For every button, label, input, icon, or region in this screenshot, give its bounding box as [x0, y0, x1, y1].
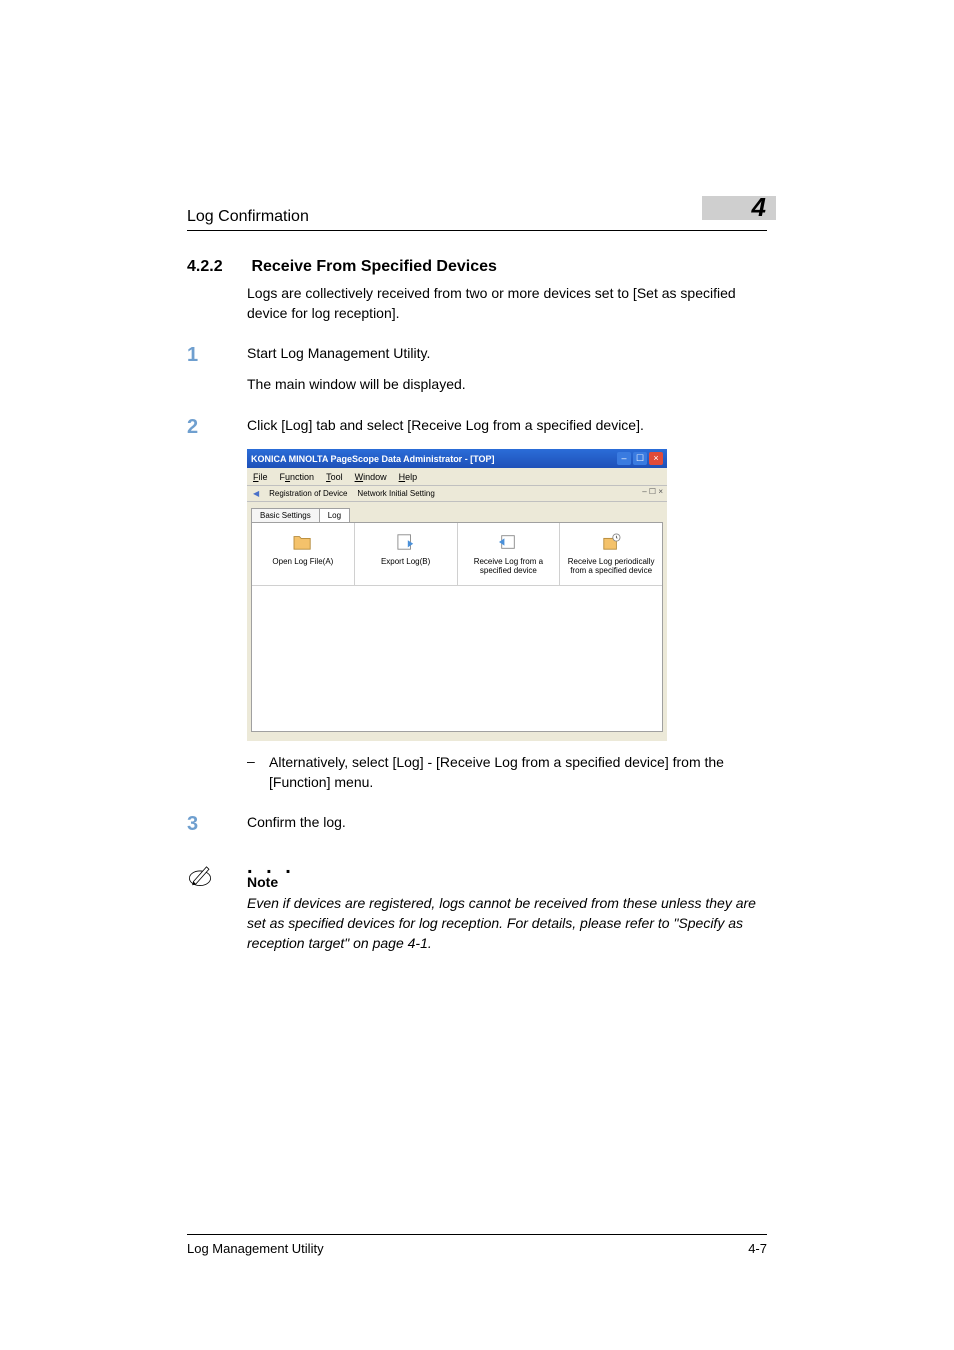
tile-export-log[interactable]: Export Log(B) — [355, 523, 458, 585]
note-pencil-icon — [187, 862, 213, 888]
minimize-button[interactable]: – — [617, 452, 631, 465]
footer-left: Log Management Utility — [187, 1241, 324, 1256]
tab-basic-settings[interactable]: Basic Settings — [251, 508, 320, 522]
note-body: . . . Note Even if devices are registere… — [247, 862, 767, 953]
tile-label: Export Log(B) — [381, 557, 430, 566]
section-heading: 4.2.2 Receive From Specified Devices — [187, 258, 767, 276]
tab-strip: Basic Settings Log — [251, 508, 663, 522]
tile-open-log[interactable]: Open Log File(A) — [252, 523, 355, 585]
step-2-text: Click [Log] tab and select [Receive Log … — [247, 415, 767, 437]
page-footer: Log Management Utility 4-7 — [187, 1234, 767, 1256]
menu-help[interactable]: Help — [399, 472, 418, 482]
tile-label: Receive Log periodically from a specifie… — [560, 557, 662, 575]
tab-pane: Open Log File(A) Export Log(B) Receive L… — [251, 522, 663, 732]
receive-icon — [497, 533, 519, 551]
step-1-sub: The main window will be displayed. — [247, 374, 767, 395]
menu-window[interactable]: Window — [355, 472, 387, 482]
note-icon-column — [187, 862, 247, 893]
receive-periodic-icon — [600, 533, 622, 551]
mdi-window-buttons[interactable]: – ☐ × — [642, 487, 663, 496]
app-screenshot: KONICA MINOLTA PageScope Data Administra… — [247, 449, 667, 739]
step-2: 2 Click [Log] tab and select [Receive Lo… — [187, 415, 767, 437]
footer-right: 4-7 — [748, 1241, 767, 1256]
section-title: Receive From Specified Devices — [251, 258, 496, 276]
window-titlebar: KONICA MINOLTA PageScope Data Administra… — [247, 449, 667, 468]
close-button[interactable]: × — [649, 452, 663, 465]
note-block: . . . Note Even if devices are registere… — [187, 862, 767, 953]
window-body: Basic Settings Log Open Log File(A) E — [247, 502, 667, 741]
content-area: 4.2.2 Receive From Specified Devices Log… — [187, 258, 767, 953]
page: 4 Log Confirmation 4.2.2 Receive From Sp… — [0, 0, 954, 1350]
toolbar-item-registration[interactable]: Registration of Device — [269, 489, 347, 498]
note-text: Even if devices are registered, logs can… — [247, 894, 767, 953]
tab-log[interactable]: Log — [319, 508, 350, 522]
note-dots: . . . — [247, 862, 767, 872]
window-buttons: – ☐ × — [617, 452, 663, 465]
tile-receive-log[interactable]: Receive Log from a specified device — [458, 523, 561, 585]
tile-receive-periodic[interactable]: Receive Log periodically from a specifie… — [560, 523, 662, 593]
step-2-alt: – Alternatively, select [Log] - [Receive… — [247, 753, 767, 792]
tile-row: Open Log File(A) Export Log(B) Receive L… — [252, 523, 662, 586]
running-head: Log Confirmation — [187, 208, 309, 226]
step-number: 3 — [187, 812, 247, 834]
step-text: Start Log Management Utility. The main w… — [247, 343, 767, 395]
toolbar-item-network[interactable]: Network Initial Setting — [357, 489, 434, 498]
step-3-text: Confirm the log. — [247, 812, 767, 834]
maximize-button[interactable]: ☐ — [633, 452, 647, 465]
empty-pane-area — [252, 586, 662, 731]
dash: – — [247, 753, 269, 792]
step-number: 2 — [187, 415, 247, 437]
menu-bar: File Function Tool Window Help — [247, 468, 667, 486]
tile-label: Receive Log from a specified device — [458, 557, 560, 575]
alt-text: Alternatively, select [Log] - [Receive L… — [269, 753, 767, 792]
step-1: 1 Start Log Management Utility. The main… — [187, 343, 767, 395]
open-folder-icon — [292, 533, 314, 551]
section-number: 4.2.2 — [187, 258, 247, 276]
menu-tool[interactable]: Tool — [326, 472, 343, 482]
menu-file[interactable]: File — [253, 472, 268, 482]
toolbar-row: ◀ Registration of Device Network Initial… — [247, 486, 667, 502]
export-icon — [395, 533, 417, 551]
step-1-main: Start Log Management Utility. — [247, 343, 767, 364]
step-number: 1 — [187, 343, 247, 395]
window-title: KONICA MINOLTA PageScope Data Administra… — [251, 454, 495, 464]
menu-function[interactable]: Function — [280, 472, 315, 482]
section-intro: Logs are collectively received from two … — [247, 284, 767, 323]
tile-label: Open Log File(A) — [272, 557, 333, 566]
step-3: 3 Confirm the log. — [187, 812, 767, 834]
note-label: Note — [247, 874, 767, 890]
page-header: Log Confirmation — [187, 208, 767, 231]
